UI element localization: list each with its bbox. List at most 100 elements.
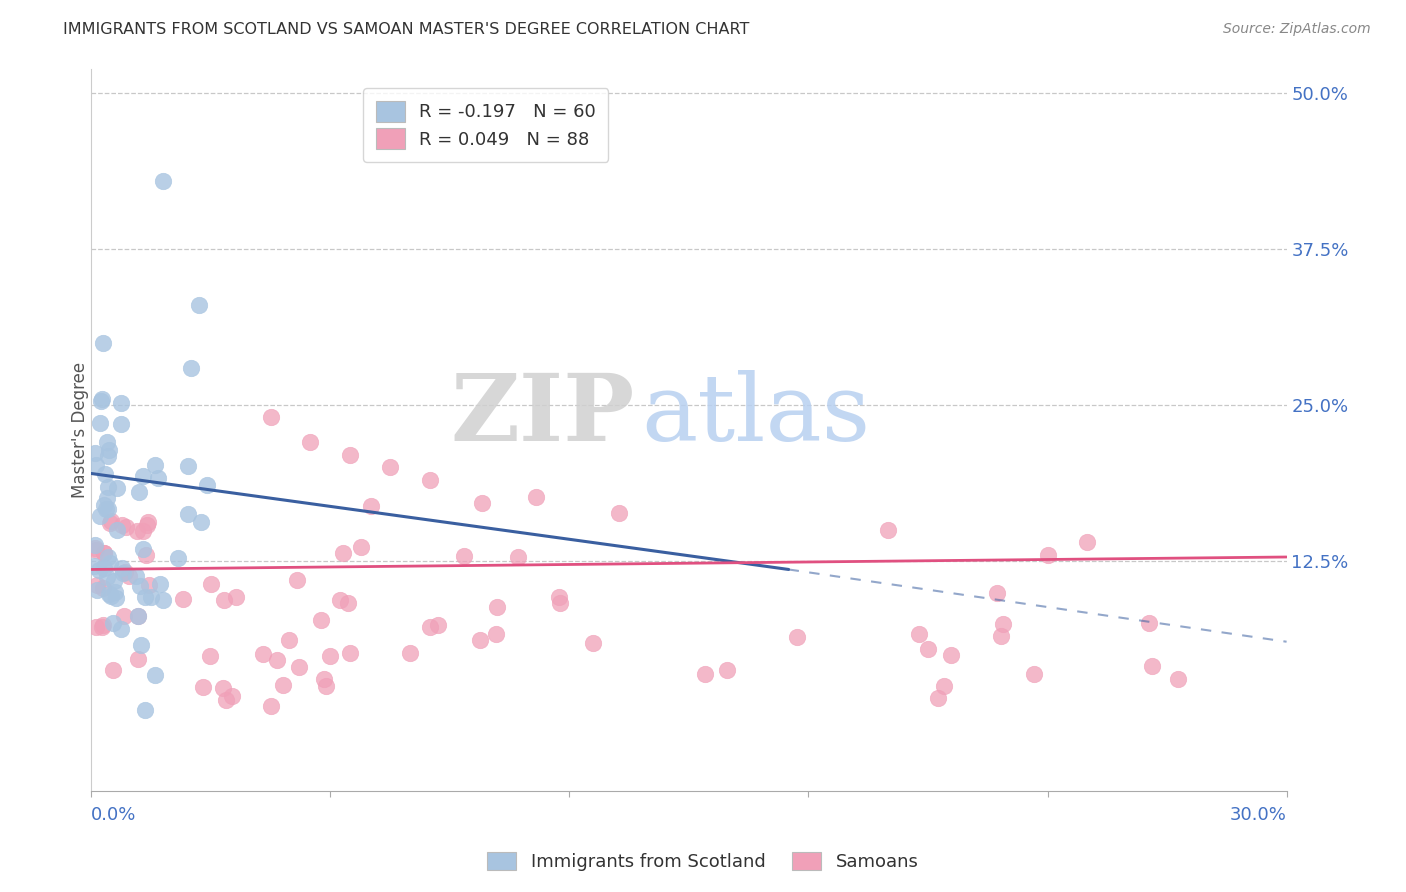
Point [125, 569, 148, 583]
Point [86, 577, 108, 591]
Point [114, 566, 136, 580]
Point [485, 626, 508, 640]
Point [524, 490, 547, 504]
Point [127, 608, 149, 623]
Point [97, 502, 120, 516]
Point [215, 693, 238, 707]
Text: IMMIGRANTS FROM SCOTLAND VS SAMOAN MASTER'S DEGREE CORRELATION CHART: IMMIGRANTS FROM SCOTLAND VS SAMOAN MASTE… [63, 22, 749, 37]
Point [127, 652, 149, 666]
Point [132, 541, 155, 556]
Point [311, 613, 333, 627]
Point [110, 622, 132, 636]
Point [84, 543, 107, 558]
Point [134, 591, 156, 605]
Point [91, 335, 114, 350]
Point [152, 174, 174, 188]
Point [101, 663, 124, 677]
Point [991, 617, 1014, 632]
Point [118, 569, 141, 583]
Point [96, 491, 118, 505]
Point [84, 538, 107, 552]
Point [187, 298, 209, 312]
Point [349, 541, 371, 555]
Point [1142, 659, 1164, 673]
Point [315, 679, 337, 693]
Point [990, 629, 1012, 643]
Point [398, 646, 420, 660]
Point [339, 448, 361, 462]
Point [339, 646, 361, 660]
Point [138, 578, 160, 592]
Point [96, 569, 118, 583]
Point [927, 690, 949, 705]
Point [98, 586, 121, 600]
Point [271, 678, 294, 692]
Point [917, 641, 939, 656]
Point [212, 593, 235, 607]
Point [134, 703, 156, 717]
Point [506, 550, 529, 565]
Point [191, 681, 214, 695]
Point [225, 590, 247, 604]
Point [105, 481, 128, 495]
Point [299, 435, 322, 450]
Point [195, 478, 218, 492]
Point [693, 666, 716, 681]
Point [93, 546, 115, 560]
Point [329, 593, 352, 607]
Point [167, 551, 190, 566]
Point [104, 584, 127, 599]
Point [471, 496, 494, 510]
Point [135, 548, 157, 562]
Point [132, 524, 155, 539]
Point [129, 638, 152, 652]
Point [93, 467, 115, 481]
Legend: R = -0.197   N = 60, R = 0.049   N = 88: R = -0.197 N = 60, R = 0.049 N = 88 [363, 88, 609, 161]
Point [312, 672, 335, 686]
Point [93, 499, 115, 513]
Point [84, 458, 107, 473]
Point [287, 573, 309, 587]
Point [89, 416, 111, 430]
Point [98, 443, 121, 458]
Point [716, 663, 738, 677]
Point [172, 591, 194, 606]
Point [139, 590, 162, 604]
Point [91, 581, 114, 595]
Point [86, 620, 108, 634]
Point [582, 636, 605, 650]
Text: 0.0%: 0.0% [91, 806, 136, 824]
Point [149, 577, 172, 591]
Point [143, 668, 166, 682]
Point [277, 632, 299, 647]
Legend: Immigrants from Scotland, Samoans: Immigrants from Scotland, Samoans [479, 845, 927, 879]
Point [180, 360, 202, 375]
Point [266, 653, 288, 667]
Point [453, 549, 475, 564]
Point [83, 558, 105, 573]
Point [200, 577, 222, 591]
Point [259, 410, 281, 425]
Point [115, 520, 138, 534]
Point [128, 485, 150, 500]
Point [100, 514, 122, 528]
Point [336, 596, 359, 610]
Point [90, 394, 112, 409]
Point [547, 590, 569, 604]
Point [378, 460, 401, 475]
Point [941, 648, 963, 663]
Point [177, 458, 200, 473]
Point [100, 590, 122, 604]
Point [90, 620, 112, 634]
Point [96, 435, 118, 450]
Point [97, 549, 120, 564]
Point [91, 392, 114, 407]
Point [89, 564, 111, 578]
Point [93, 561, 115, 575]
Point [221, 690, 243, 704]
Point [468, 633, 491, 648]
Point [135, 517, 157, 532]
Point [104, 591, 127, 605]
Point [1137, 616, 1160, 631]
Point [1076, 535, 1098, 549]
